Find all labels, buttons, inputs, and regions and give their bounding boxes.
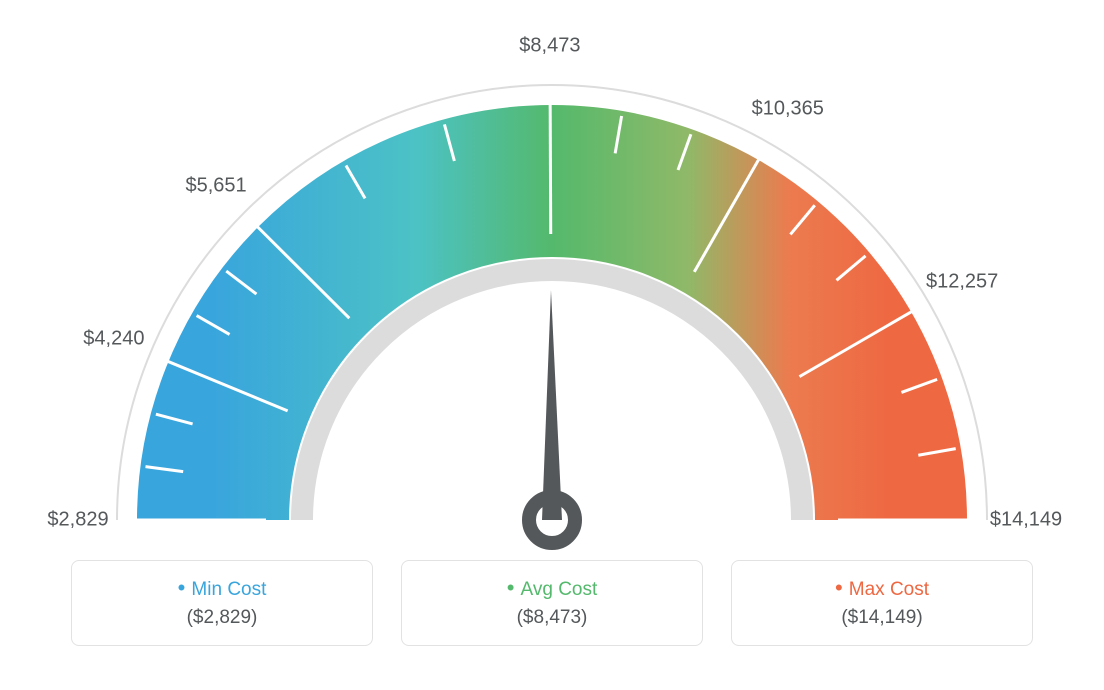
legend-title-min: Min Cost <box>72 575 372 601</box>
gauge-tick-label: $5,651 <box>185 174 246 197</box>
gauge-tick-label: $8,473 <box>519 35 580 58</box>
legend-value-avg: ($8,473) <box>402 607 702 629</box>
legend-title-max: Max Cost <box>732 575 1032 601</box>
gauge-chart: $2,829 $4,240 $5,651 $8,473 $10,365 $12,257 $1… <box>0 0 1104 560</box>
legend-value-max: ($14,149) <box>732 607 1032 629</box>
legend-value-min: ($2,829) <box>72 607 372 629</box>
legend-row: Min Cost ($2,829) Avg Cost ($8,473) Max … <box>0 560 1104 666</box>
legend-card-max: Max Cost ($14,149) <box>731 560 1033 646</box>
legend-card-min: Min Cost ($2,829) <box>71 560 373 646</box>
gauge-tick-label: $12,257 <box>926 271 998 294</box>
gauge-tick-label: $2,829 <box>47 509 108 532</box>
gauge-tick-label: $14,149 <box>990 509 1062 532</box>
legend-card-avg: Avg Cost ($8,473) <box>401 560 703 646</box>
legend-title-avg: Avg Cost <box>402 575 702 601</box>
gauge-tick-label: $4,240 <box>83 328 144 351</box>
gauge-tick-label: $10,365 <box>752 97 824 120</box>
